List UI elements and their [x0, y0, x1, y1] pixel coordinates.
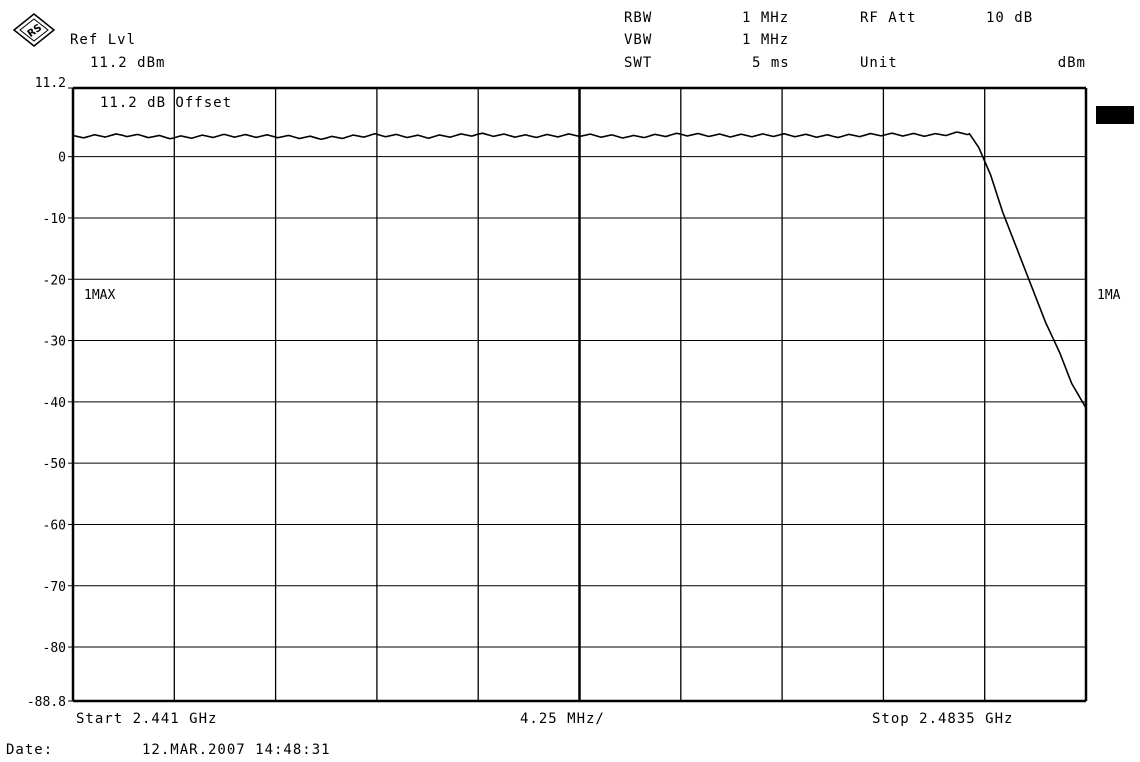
y-tick-label-10: -88.8: [27, 695, 66, 710]
offset-annotation: 11.2 dB Offset: [100, 95, 232, 111]
y-tick-label-6: -50: [43, 457, 66, 472]
rohde-schwarz-logo-icon: RS: [12, 13, 56, 47]
rf-att-label: RF Att: [860, 10, 917, 26]
y-tick-label-0: 11.2: [35, 76, 66, 91]
y-tick-labels: 11.2 0 -10 -20 -30 -40 -50 -60 -70 -80 -88.8: [27, 76, 66, 710]
rbw-label: RBW: [624, 10, 653, 26]
y-tick-label-7: -60: [43, 518, 66, 533]
stop-frequency: Stop 2.4835 GHz: [872, 711, 1014, 727]
unit-label: Unit: [860, 55, 898, 71]
swt-value: 5 ms: [752, 55, 790, 71]
y-tick-label-5: -40: [43, 396, 66, 411]
trace-label-right: 1MA: [1097, 288, 1121, 303]
swt-label: SWT: [624, 55, 653, 71]
ref-lvl-value: 11.2 dBm: [90, 55, 166, 71]
y-tick-label-4: -30: [43, 335, 66, 350]
rbw-value: 1 MHz: [742, 10, 790, 26]
y-tick-label-2: -10: [43, 212, 66, 227]
grid: [68, 86, 1088, 703]
trace-label-left: 1MAX: [84, 288, 115, 303]
ref-lvl-label: Ref Lvl: [70, 32, 137, 48]
y-tick-label-1: 0: [58, 151, 66, 166]
vbw-value: 1 MHz: [742, 32, 790, 48]
trace-1max: [72, 131, 1087, 409]
date-value: 12.MAR.2007 14:48:31: [142, 742, 331, 758]
y-tick-label-3: -20: [43, 273, 66, 288]
vbw-label: VBW: [624, 32, 653, 48]
trace-marker-block: [1096, 106, 1134, 124]
date-label: Date:: [6, 742, 54, 758]
unit-value: dBm: [1057, 55, 1086, 71]
start-frequency: Start 2.441 GHz: [76, 711, 218, 727]
rf-att-value: 10 dB: [986, 10, 1034, 26]
y-tick-label-8: -70: [43, 580, 66, 595]
y-tick-label-9: -80: [43, 641, 66, 656]
span-per-division: 4.25 MHz/: [520, 711, 605, 727]
